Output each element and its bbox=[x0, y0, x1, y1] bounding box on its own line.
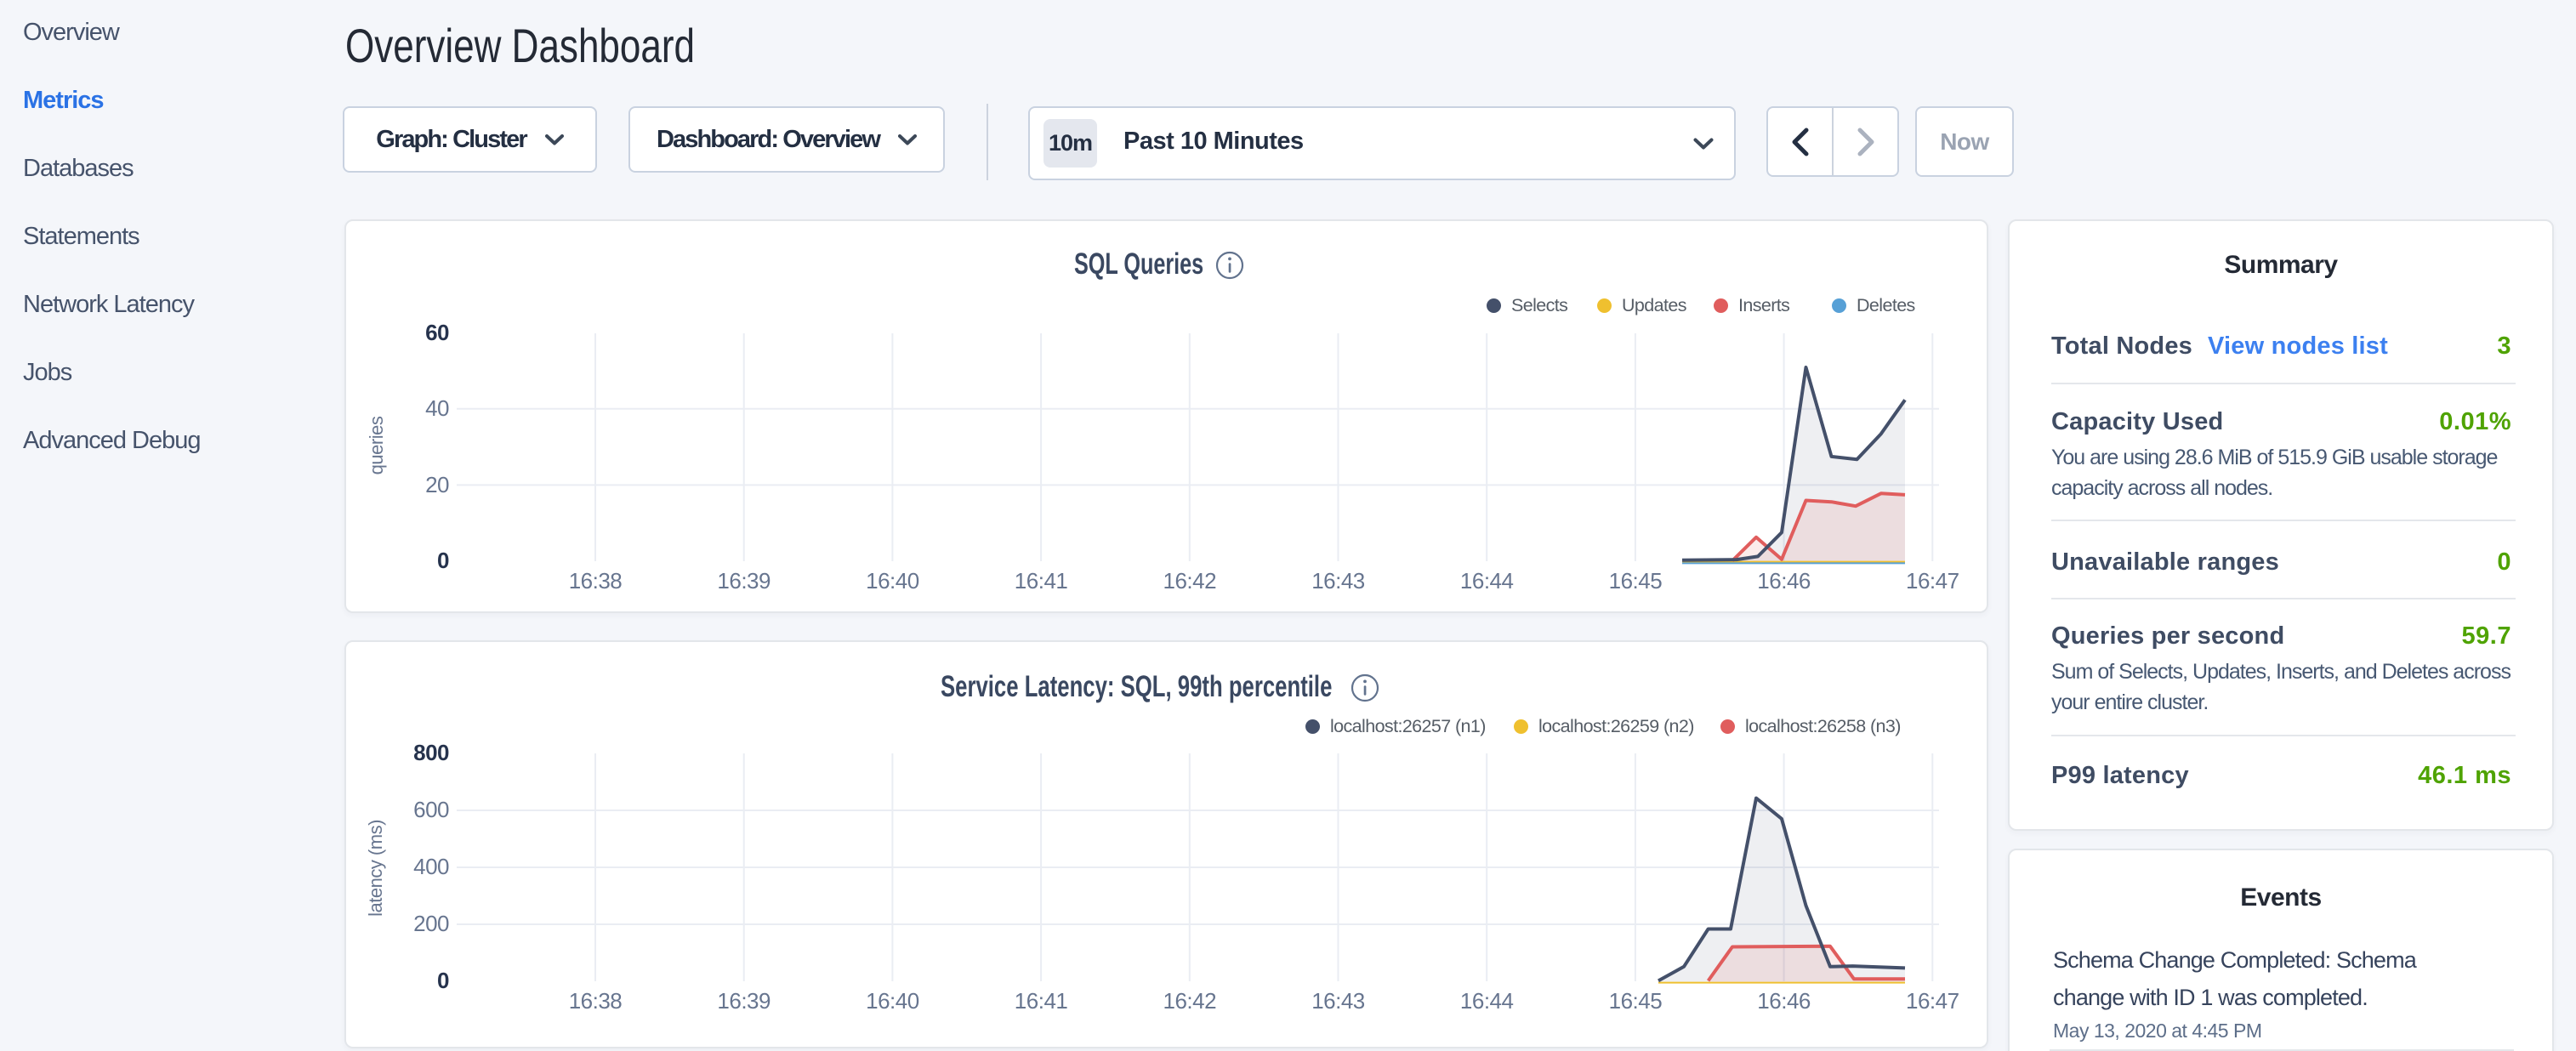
svg-text:0: 0 bbox=[437, 548, 449, 573]
svg-text:0: 0 bbox=[437, 968, 449, 993]
svg-text:16:47: 16:47 bbox=[1906, 988, 1959, 1014]
svg-text:60: 60 bbox=[425, 320, 449, 345]
svg-text:16:42: 16:42 bbox=[1163, 988, 1217, 1014]
svg-text:16:44: 16:44 bbox=[1460, 568, 1514, 594]
svg-text:400: 400 bbox=[413, 854, 449, 879]
svg-text:16:46: 16:46 bbox=[1757, 568, 1811, 594]
svg-text:16:38: 16:38 bbox=[569, 988, 623, 1014]
svg-text:16:41: 16:41 bbox=[1015, 988, 1068, 1014]
svg-text:16:40: 16:40 bbox=[866, 568, 919, 594]
svg-text:16:43: 16:43 bbox=[1311, 988, 1365, 1014]
svg-text:16:43: 16:43 bbox=[1311, 568, 1365, 594]
svg-text:16:41: 16:41 bbox=[1015, 568, 1068, 594]
svg-text:16:39: 16:39 bbox=[717, 988, 771, 1014]
svg-text:16:47: 16:47 bbox=[1906, 568, 1959, 594]
svg-text:queries: queries bbox=[366, 416, 387, 474]
svg-text:16:44: 16:44 bbox=[1460, 988, 1514, 1014]
svg-text:latency (ms): latency (ms) bbox=[365, 820, 386, 917]
svg-text:40: 40 bbox=[425, 395, 449, 421]
svg-text:16:45: 16:45 bbox=[1609, 568, 1663, 594]
svg-text:16:39: 16:39 bbox=[717, 568, 771, 594]
svg-text:800: 800 bbox=[413, 740, 449, 765]
svg-text:20: 20 bbox=[425, 472, 449, 497]
svg-text:16:45: 16:45 bbox=[1609, 988, 1663, 1014]
svg-text:16:40: 16:40 bbox=[866, 988, 919, 1014]
svg-text:16:38: 16:38 bbox=[569, 568, 623, 594]
svg-text:200: 200 bbox=[413, 911, 449, 936]
svg-text:600: 600 bbox=[413, 797, 449, 822]
svg-text:16:42: 16:42 bbox=[1163, 568, 1217, 594]
svg-text:16:46: 16:46 bbox=[1757, 988, 1811, 1014]
